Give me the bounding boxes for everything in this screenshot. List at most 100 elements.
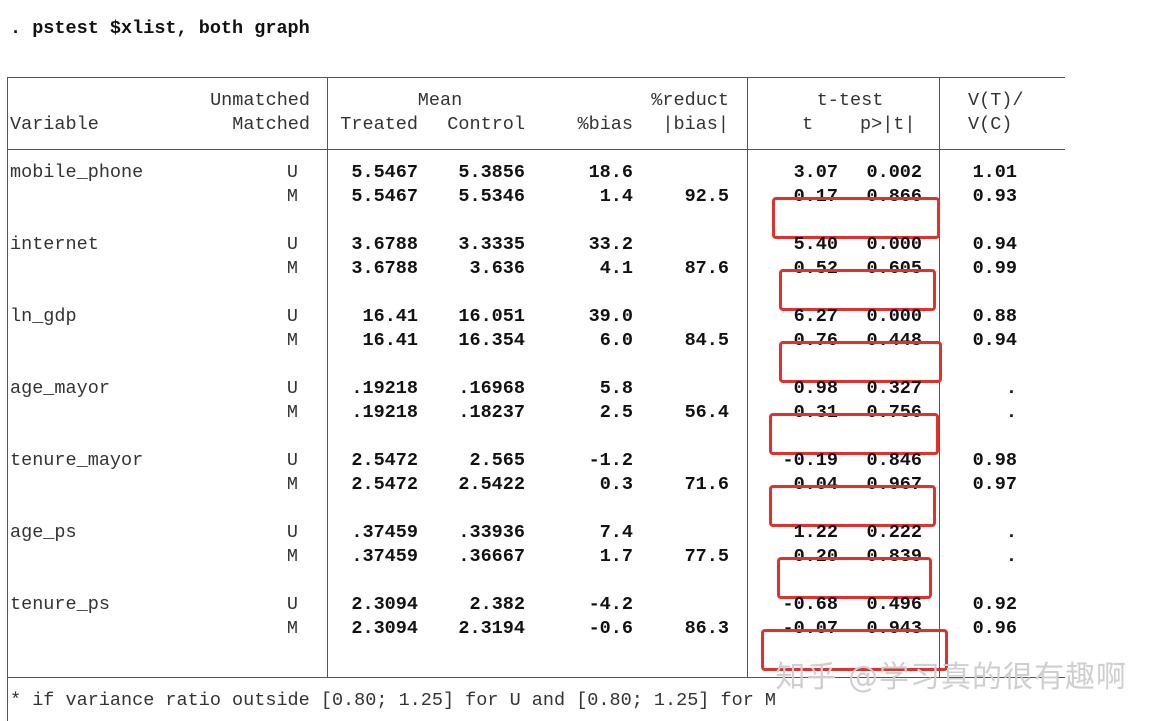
highlight-box — [769, 485, 936, 527]
cell-p: 0.000 — [866, 306, 922, 327]
header-abs-bias: |bias| — [662, 114, 729, 135]
cell-p: 0.846 — [866, 450, 922, 471]
cell-bias: -0.6 — [588, 618, 633, 639]
cell-treated: 2.5472 — [351, 450, 418, 471]
cell-control: .36667 — [458, 546, 525, 567]
highlight-box — [779, 341, 942, 383]
cell-p: 0.866 — [866, 186, 922, 207]
cell-treated: .19218 — [351, 402, 418, 423]
cell-p: 0.967 — [866, 474, 922, 495]
watermark: 知乎 @学习真的很有趣啊 — [775, 660, 1127, 695]
row-flag: M — [286, 618, 298, 639]
header-vt: V(T)/ — [968, 90, 1024, 111]
cell-control: 3.3335 — [458, 234, 525, 255]
cell-p: 0.496 — [866, 594, 922, 615]
highlight-box — [777, 557, 932, 599]
cell-t: 6.27 — [793, 306, 838, 327]
cell-p: 0.605 — [866, 258, 922, 279]
cell-t: 0.98 — [793, 378, 838, 399]
cell-t: 0.20 — [793, 546, 838, 567]
cell-variance-ratio: 0.96 — [972, 618, 1017, 639]
row-flag: U — [286, 450, 298, 471]
cell-variance-ratio: 0.98 — [972, 450, 1017, 471]
cell-bias: 5.8 — [599, 378, 633, 399]
row-flag: U — [286, 522, 298, 543]
cell-control: 2.382 — [469, 594, 525, 615]
cell-bias: 2.5 — [599, 402, 633, 423]
cell-bias: 1.4 — [599, 186, 633, 207]
cell-t: 0.31 — [793, 402, 838, 423]
header-treated: Treated — [340, 114, 418, 135]
cell-reduct: 87.6 — [684, 258, 729, 279]
cell-t: 5.40 — [793, 234, 838, 255]
header-ttest: t-test — [816, 90, 884, 111]
row-flag: U — [286, 594, 298, 615]
column-divider — [747, 78, 748, 677]
cell-treated: .37459 — [351, 522, 418, 543]
row-flag: U — [286, 234, 298, 255]
cell-p: 0.756 — [866, 402, 922, 423]
cell-bias: 33.2 — [588, 234, 633, 255]
footnote: * if variance ratio outside [0.80; 1.25]… — [10, 690, 777, 711]
cell-variance-ratio: . — [1005, 546, 1017, 567]
cell-variance-ratio: 0.92 — [972, 594, 1017, 615]
row-flag: M — [286, 546, 298, 567]
header-unmatched: Unmatched — [210, 90, 310, 111]
header-control: Control — [447, 114, 525, 135]
cell-variance-ratio: 0.88 — [972, 306, 1017, 327]
table-bottom-rule — [7, 677, 1065, 678]
cell-control: 5.5346 — [458, 186, 525, 207]
cell-treated: 2.3094 — [351, 594, 418, 615]
row-flag: U — [286, 306, 298, 327]
cell-variance-ratio: . — [1005, 402, 1017, 423]
table-left-border — [7, 78, 8, 721]
highlight-box — [769, 413, 939, 455]
highlight-box — [779, 269, 936, 311]
cell-variance-ratio: . — [1005, 522, 1017, 543]
cell-t: 0.04 — [793, 474, 838, 495]
cell-bias: 1.7 — [599, 546, 633, 567]
cell-t: 0.52 — [793, 258, 838, 279]
cell-variance-ratio: 0.99 — [972, 258, 1017, 279]
row-flag: M — [286, 258, 298, 279]
cell-treated: 5.5467 — [351, 186, 418, 207]
cell-reduct: 71.6 — [684, 474, 729, 495]
cell-t: -0.07 — [782, 618, 838, 639]
cell-treated: .37459 — [351, 546, 418, 567]
variable-name: ln_gdp — [10, 306, 77, 327]
cell-variance-ratio: 0.93 — [972, 186, 1017, 207]
cell-control: 2.565 — [469, 450, 525, 471]
cell-treated: 5.5467 — [351, 162, 418, 183]
cell-control: .16968 — [458, 378, 525, 399]
cell-p: 0.448 — [866, 330, 922, 351]
highlight-box — [761, 629, 948, 671]
row-flag: M — [286, 474, 298, 495]
cell-bias: -4.2 — [588, 594, 633, 615]
variable-name: internet — [10, 234, 99, 255]
cell-treated: 2.3094 — [351, 618, 418, 639]
table-top-rule — [7, 77, 1065, 78]
cell-control: 16.354 — [458, 330, 525, 351]
cell-control: 3.636 — [469, 258, 525, 279]
cell-t: 0.17 — [793, 186, 838, 207]
header-matched: Matched — [232, 114, 310, 135]
command-line: . pstest $xlist, both graph — [10, 18, 310, 39]
header-mean: Mean — [417, 90, 463, 111]
variable-name: age_mayor — [10, 378, 110, 399]
header-reduct: %reduct — [651, 90, 729, 111]
cell-bias: -1.2 — [588, 450, 633, 471]
cell-t: 3.07 — [793, 162, 838, 183]
row-flag: M — [286, 402, 298, 423]
cell-bias: 6.0 — [599, 330, 633, 351]
variable-name: mobile_phone — [10, 162, 144, 183]
cell-control: 2.5422 — [458, 474, 525, 495]
cell-variance-ratio: 0.94 — [972, 330, 1017, 351]
cell-control: 2.3194 — [458, 618, 525, 639]
cell-p: 0.000 — [866, 234, 922, 255]
cell-reduct: 77.5 — [684, 546, 729, 567]
cell-t: 1.22 — [793, 522, 838, 543]
header-t: t — [802, 114, 814, 135]
header-rule — [7, 149, 1065, 150]
cell-reduct: 86.3 — [684, 618, 729, 639]
cell-treated: 2.5472 — [351, 474, 418, 495]
